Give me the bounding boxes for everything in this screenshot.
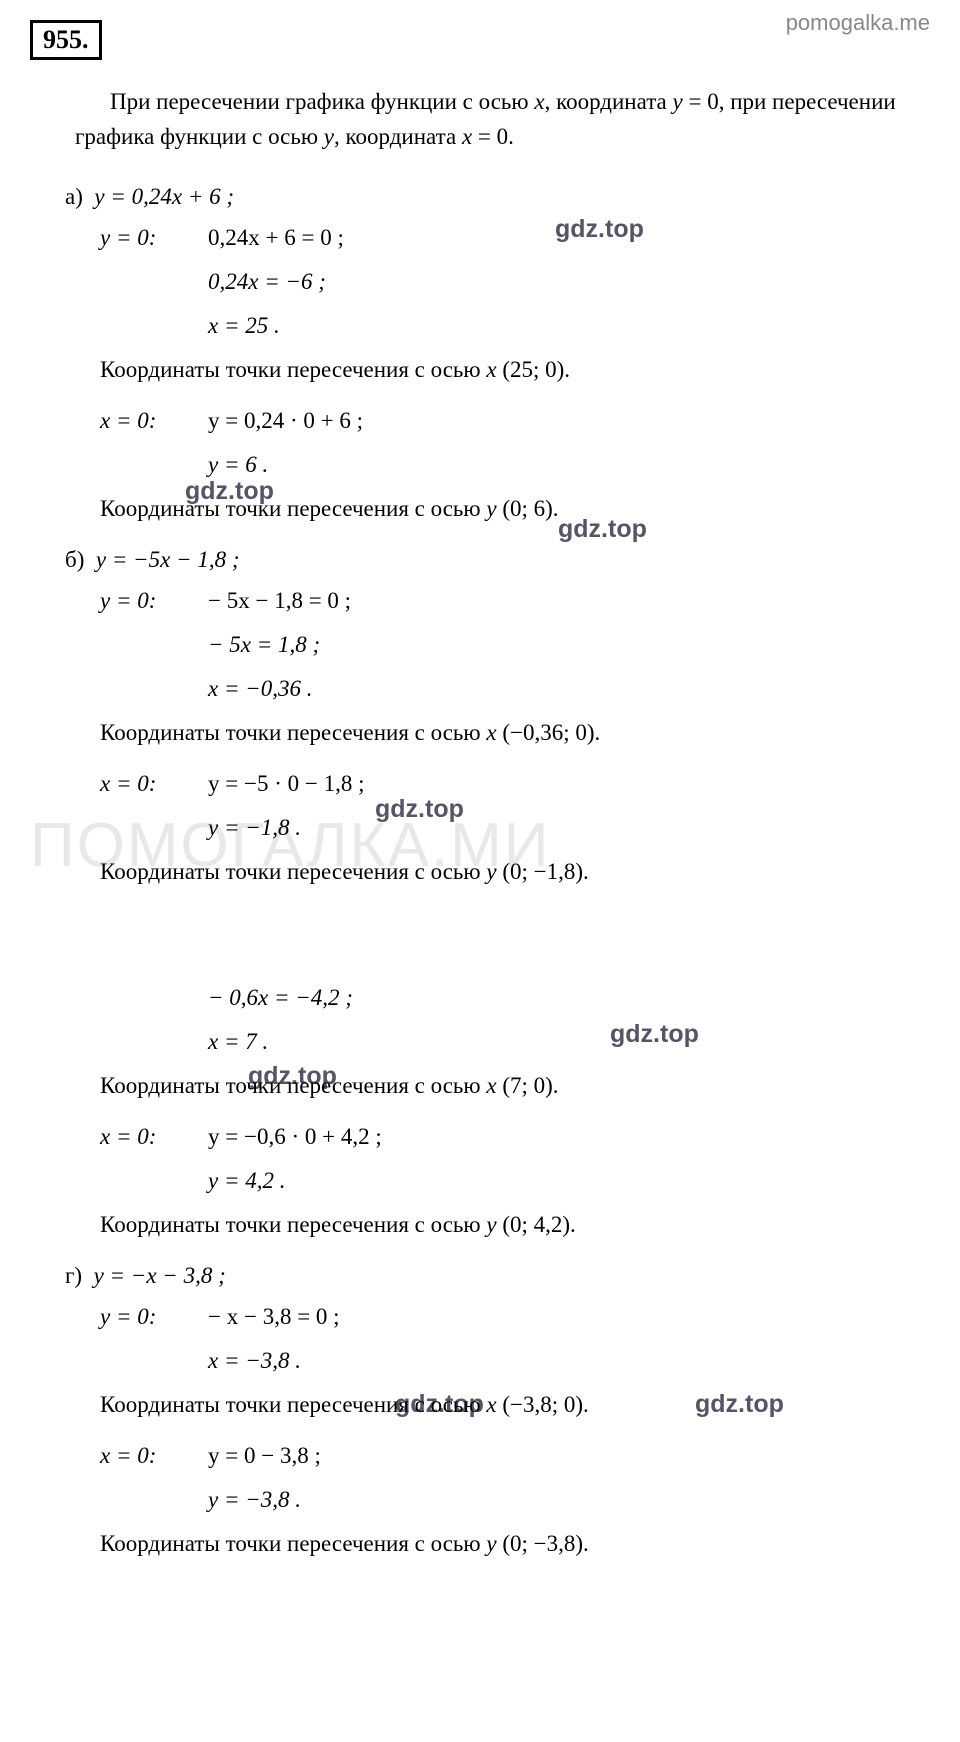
part-d-label: г) y = −x − 3,8 ; (65, 1263, 930, 1289)
part-d-y0-step3: x = −3,8 . (208, 1348, 930, 1374)
part-b-y0-prefix: y = 0: (100, 588, 208, 614)
part-b-y-result: Координаты точки пересечения с осью y (0… (100, 859, 930, 885)
part-a-x0-step1: y = 0,24 · 0 + 6 ; (208, 408, 363, 434)
part-c-y0-step3: x = 7 . (208, 1029, 930, 1055)
part-a-y0-line: y = 0: 0,24x + 6 = 0 ; (100, 225, 930, 251)
part-d-letter: г) (65, 1263, 82, 1288)
intro-text: При пересечении графика функции с осью x… (75, 85, 930, 154)
part-a-y0-step1: 0,24x + 6 = 0 ; (208, 225, 344, 251)
part-a-y0-step3: x = 25 . (208, 313, 930, 339)
part-b-y0-step2: − 5x = 1,8 ; (208, 632, 930, 658)
part-a: а) y = 0,24x + 6 ; y = 0: 0,24x + 6 = 0 … (65, 184, 930, 522)
part-a-y0-step2: 0,24x = −6 ; (208, 269, 930, 295)
part-d-x0-step2: y = −3,8 . (208, 1487, 930, 1513)
part-b-y0-step3: x = −0,36 . (208, 676, 930, 702)
part-c-x0-step2: y = 4,2 . (208, 1168, 930, 1194)
part-b-x0-step1: y = −5 · 0 − 1,8 ; (208, 771, 364, 797)
part-a-letter: а) (65, 184, 83, 209)
part-c-x-result: Координаты точки пересечения с осью x (7… (100, 1073, 930, 1099)
part-a-x0-prefix: x = 0: (100, 408, 208, 434)
part-c-y0-step2: − 0,6x = −4,2 ; (208, 985, 930, 1011)
part-a-y-result: Координаты точки пересечения с осью y (0… (100, 496, 930, 522)
part-a-x0-step2: y = 6 . (208, 452, 930, 478)
part-d-y0-line: y = 0: − x − 3,8 = 0 ; (100, 1304, 930, 1330)
part-b-letter: б) (65, 547, 84, 572)
part-c-x0-line: x = 0: y = −0,6 · 0 + 4,2 ; (100, 1124, 930, 1150)
part-d-y0-step1: − x − 3,8 = 0 ; (208, 1304, 340, 1330)
part-d-y0-prefix: y = 0: (100, 1304, 208, 1330)
part-a-x0-line: x = 0: y = 0,24 · 0 + 6 ; (100, 408, 930, 434)
part-a-x-result: Координаты точки пересечения с осью x (2… (100, 357, 930, 383)
part-d-x0-prefix: x = 0: (100, 1443, 208, 1469)
part-a-label: а) y = 0,24x + 6 ; (65, 184, 930, 210)
part-a-equation: y = 0,24x + 6 ; (94, 184, 234, 209)
part-d-x0-line: x = 0: y = 0 − 3,8 ; (100, 1443, 930, 1469)
part-b-x0-step2: y = −1,8 . (208, 815, 930, 841)
part-c: − 0,6x = −4,2 ; x = 7 . Координаты точки… (65, 985, 930, 1238)
part-d-x0-step1: y = 0 − 3,8 ; (208, 1443, 321, 1469)
part-d-x-result: Координаты точки пересечения с осью x (−… (100, 1392, 930, 1418)
part-b-y0-line: y = 0: − 5x − 1,8 = 0 ; (100, 588, 930, 614)
part-b-x0-prefix: x = 0: (100, 771, 208, 797)
part-b-x-result: Координаты точки пересечения с осью x (−… (100, 720, 930, 746)
gap-spacer (30, 910, 930, 985)
part-a-y0-prefix: y = 0: (100, 225, 208, 251)
part-d: г) y = −x − 3,8 ; y = 0: − x − 3,8 = 0 ;… (65, 1263, 930, 1557)
part-c-y-result: Координаты точки пересечения с осью y (0… (100, 1212, 930, 1238)
part-c-x0-prefix: x = 0: (100, 1124, 208, 1150)
part-b-x0-line: x = 0: y = −5 · 0 − 1,8 ; (100, 771, 930, 797)
task-number-box: 955. (30, 20, 102, 60)
part-d-y-result: Координаты точки пересечения с осью y (0… (100, 1531, 930, 1557)
part-b-label: б) y = −5x − 1,8 ; (65, 547, 930, 573)
part-b: б) y = −5x − 1,8 ; y = 0: − 5x − 1,8 = 0… (65, 547, 930, 885)
part-b-y0-step1: − 5x − 1,8 = 0 ; (208, 588, 351, 614)
part-d-equation: y = −x − 3,8 ; (94, 1263, 226, 1288)
part-c-x0-step1: y = −0,6 · 0 + 4,2 ; (208, 1124, 382, 1150)
part-b-equation: y = −5x − 1,8 ; (96, 547, 240, 572)
